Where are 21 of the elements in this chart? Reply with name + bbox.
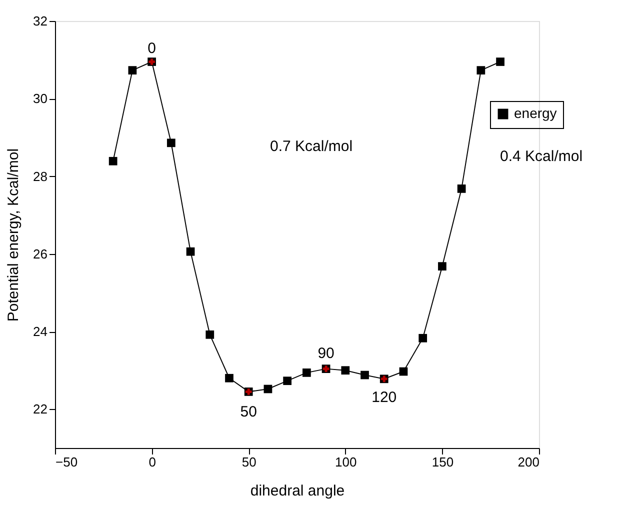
y-tick-label: 24 [33,324,48,340]
annotation: 0.7 Kcal/mol [270,138,353,155]
y-tick-label: 32 [33,14,48,28]
x-tick-label: 100 [335,454,357,470]
x-axis-title: dihedral angle [250,482,345,500]
annotation: 0 [148,40,156,57]
y-tick-label: 28 [33,168,48,184]
annotation: 120 [372,388,397,406]
x-tick-label: 200 [518,454,540,470]
annotation: 50 [240,404,257,421]
annotation: 90 [318,344,334,362]
y-axis-title: Potential energy, Kcal/mol [5,148,22,322]
y-tick-label: 22 [33,402,48,417]
annotation: 0.4 Kcal/mol [500,148,583,165]
x-tick-label: −50 [56,454,78,470]
x-tick-label: 50 [242,454,256,470]
y-tick-label: 26 [33,246,48,262]
legend-label: energy [514,105,557,121]
y-tick-label: 30 [33,91,48,106]
x-tick-label: 0 [148,454,156,470]
x-tick-label: 150 [432,454,454,470]
